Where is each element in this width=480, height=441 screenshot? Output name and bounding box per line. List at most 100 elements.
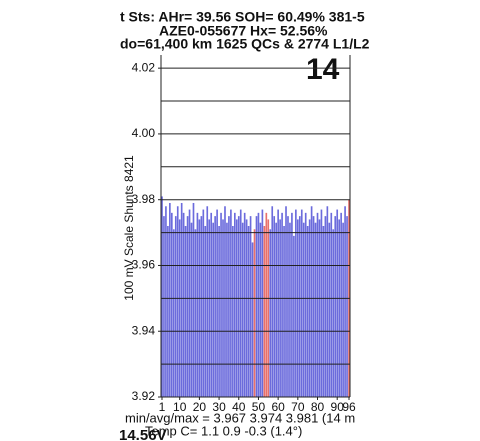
- vin-line: AZE0-055677 Hx= 52.56%: [159, 23, 328, 39]
- bar: [271, 206, 274, 397]
- bar: [306, 226, 309, 397]
- bar: [293, 235, 295, 397]
- bar: [202, 209, 205, 397]
- x-tick-label: 80: [311, 400, 325, 414]
- bar: [297, 219, 299, 397]
- bar: [190, 222, 193, 397]
- bar: [275, 222, 277, 397]
- bar: [206, 206, 209, 397]
- bar: [243, 212, 246, 397]
- bar: [259, 222, 262, 397]
- bar: [161, 196, 163, 397]
- bar: [180, 202, 183, 397]
- bar: [342, 222, 344, 397]
- bar: [220, 212, 222, 397]
- bar: [171, 212, 173, 397]
- bar: [340, 212, 342, 397]
- gids: 14: [306, 53, 340, 86]
- bar: [239, 209, 242, 397]
- bar: [178, 219, 181, 397]
- stats: min/avg/max = 3.967 3.974 3.981 (14 m: [125, 410, 355, 425]
- bar: [230, 209, 232, 397]
- bar: [308, 219, 311, 397]
- bar: [320, 209, 323, 397]
- bar: [249, 216, 252, 397]
- bar: [251, 242, 254, 397]
- x-tick-label: 96: [342, 400, 356, 414]
- bar: [326, 206, 329, 397]
- odometer-line: do=61,400 km 1625 QCs & 2774 L1/L2: [120, 36, 370, 52]
- x-tick-label: 90: [331, 400, 345, 414]
- bar: [204, 226, 207, 397]
- y-tick-label: 4.00: [132, 126, 156, 140]
- bar: [346, 216, 348, 397]
- bar: [283, 226, 285, 397]
- bar: [192, 202, 195, 397]
- bar: [163, 216, 165, 397]
- y-axis-label: 100 mV Scale Shunts 8421: [122, 155, 136, 301]
- bar: [212, 222, 214, 397]
- bar: [188, 209, 191, 397]
- bar: [255, 216, 258, 397]
- bar: [269, 229, 272, 397]
- bar: [216, 209, 218, 397]
- bar: [224, 206, 226, 397]
- bar: [196, 212, 199, 397]
- bar: [318, 219, 321, 397]
- bar: [273, 216, 276, 397]
- bar: [310, 206, 313, 397]
- bar: [222, 219, 224, 397]
- bar: [265, 212, 268, 397]
- bar: [228, 216, 230, 397]
- bar: [312, 216, 315, 397]
- y-tick-label: 3.96: [132, 258, 156, 272]
- y-tick-label: 4.02: [132, 60, 156, 74]
- x-tick-label: 70: [291, 400, 305, 414]
- bar: [332, 229, 335, 397]
- x-tick-label: 30: [212, 400, 226, 414]
- x-tick-label: 40: [232, 400, 246, 414]
- bar: [263, 226, 266, 397]
- bar: [186, 216, 189, 397]
- bar: [200, 216, 203, 397]
- bar: [322, 226, 325, 397]
- x-tick-label: 60: [271, 400, 285, 414]
- bar: [253, 229, 256, 397]
- bar: [169, 202, 171, 397]
- bar: [304, 212, 307, 397]
- bar: [324, 216, 327, 397]
- bar: [237, 216, 240, 397]
- bar: [218, 226, 220, 397]
- bar: [210, 212, 213, 397]
- bar: [176, 206, 179, 397]
- bar: [344, 206, 346, 397]
- y-tick-label: 3.98: [132, 192, 156, 206]
- x-tick-label: 1: [159, 400, 166, 414]
- bar: [267, 219, 270, 397]
- bar: [330, 212, 333, 397]
- y-tick-label: 3.92: [132, 389, 156, 403]
- bar: [338, 219, 340, 397]
- bar: [235, 219, 238, 397]
- bar: [214, 216, 216, 397]
- bar: [208, 219, 211, 397]
- bar: [234, 212, 236, 397]
- bar: [226, 222, 228, 397]
- y-tick-label: 3.94: [132, 323, 156, 337]
- bar: [165, 206, 167, 397]
- status-line: t Sts: AHr= 39.56 SOH= 60.49% 381-5: [120, 9, 365, 25]
- bar: [314, 222, 317, 397]
- bar: [241, 222, 244, 397]
- bar: [182, 212, 185, 397]
- bar: [257, 212, 260, 397]
- bar: [167, 226, 169, 397]
- bar: [289, 222, 291, 397]
- bar: [287, 216, 289, 397]
- bar: [285, 206, 287, 397]
- bar: [198, 219, 201, 397]
- x-tick-label: 10: [173, 400, 187, 414]
- bar: [247, 226, 250, 397]
- bar: [261, 209, 264, 397]
- bar: [194, 229, 197, 397]
